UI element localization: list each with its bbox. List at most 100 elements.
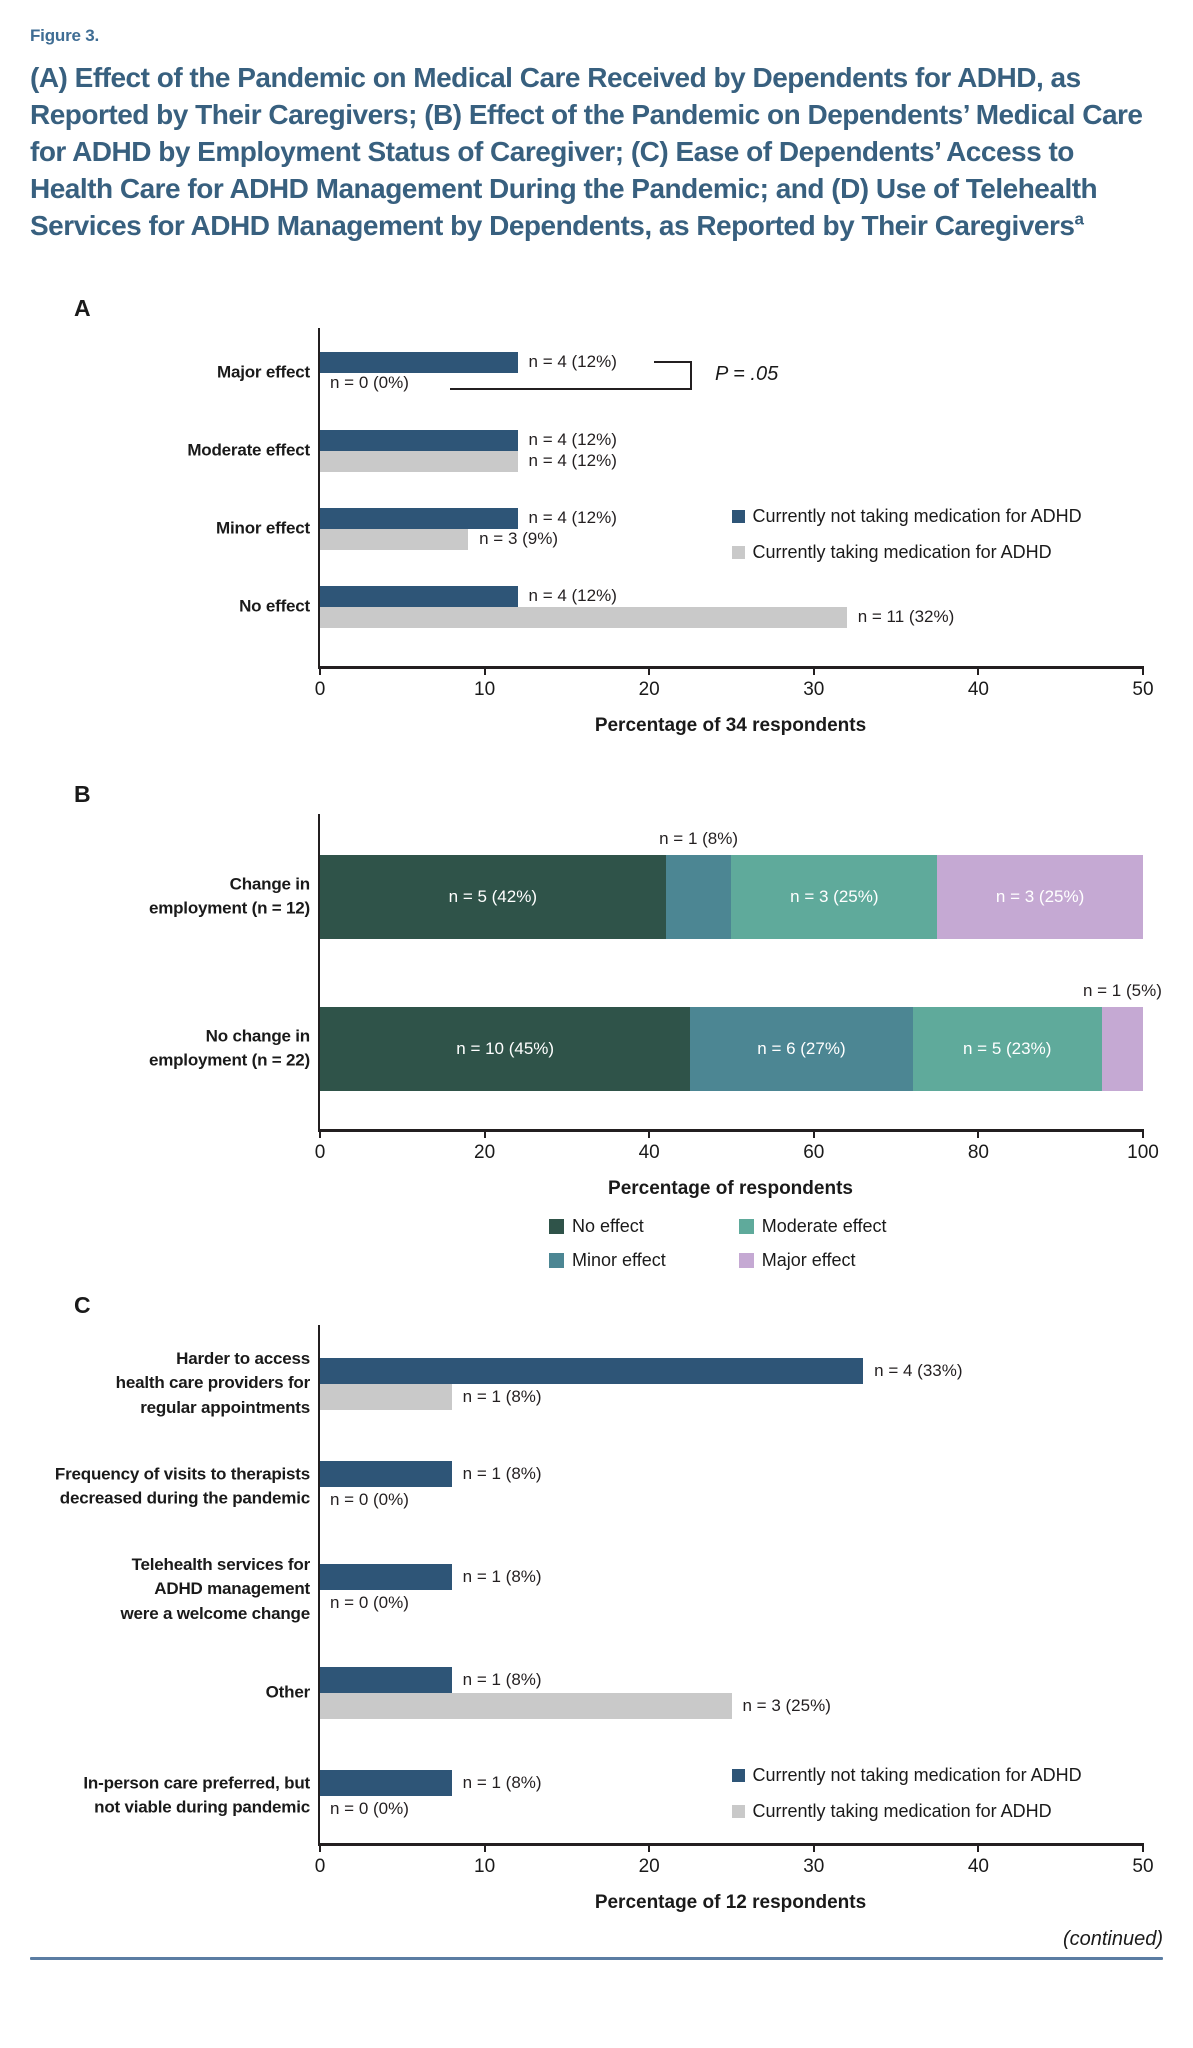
bar [320, 1383, 452, 1410]
bar-line: n = 0 (0%) [320, 1487, 1143, 1513]
bar-label: n = 0 (0%) [330, 1489, 409, 1509]
bar [320, 1666, 452, 1693]
bar [320, 606, 847, 628]
bar-group: No effect n = 4 (12%) n = 11 (32%) [239, 585, 1143, 628]
bar-label: n = 1 (8%) [462, 1772, 542, 1792]
x-tick [483, 665, 486, 675]
bar-line: n = 11 (32%) [320, 606, 1143, 628]
legend-label: Moderate effect [761, 1215, 887, 1236]
bar [320, 1769, 452, 1796]
minor_effect-swatch [549, 1252, 564, 1268]
category-label: Other [18, 1680, 311, 1705]
figure-title: (A) Effect of the Pandemic on Medical Ca… [30, 60, 1163, 245]
major_effect-swatch [738, 1252, 754, 1268]
bar-label: n = 3 (9%) [479, 529, 559, 549]
x-tick-label: 20 [474, 1141, 496, 1163]
stacked-segment: n = 6 (27%) [690, 1006, 913, 1091]
significance-bracket [689, 360, 692, 390]
bar-label: n = 11 (32%) [857, 607, 955, 627]
bottom-rule [30, 1956, 1163, 1960]
x-tick-label: 0 [314, 678, 326, 700]
bar-label: n = 0 (0%) [330, 1592, 409, 1612]
legend-item: Moderate effect [738, 1215, 887, 1237]
bar-label: n = 4 (12%) [528, 430, 617, 450]
bar [320, 528, 469, 550]
category-label-line: Minor effect [216, 518, 310, 538]
legend-item: Major effect [738, 1250, 855, 1271]
category-label-line: health care providers for [115, 1373, 311, 1393]
category-label-line: No change in [205, 1026, 311, 1046]
x-axis-label: Percentage of 34 respondents [594, 714, 867, 736]
x-tick [812, 665, 815, 675]
bar-label: n = 0 (0%) [330, 373, 409, 393]
legend-item: Currently taking medication for ADHD [731, 1801, 1082, 1822]
category-label: Minor effect [18, 516, 310, 541]
category-label-line: Frequency of visits to therapists [54, 1464, 310, 1484]
panel-b-chart: B Change in employment (n = 12) n = 5 (42%)… [30, 781, 1163, 1280]
x-tick-label: 100 [1127, 1141, 1159, 1163]
x-tick [812, 1842, 815, 1852]
bar-label: n = 3 (25%) [742, 1695, 831, 1715]
category-label: Change in employment (n = 12) [18, 872, 310, 921]
x-tick-label: 50 [1132, 1855, 1154, 1877]
legend-label: Minor effect [572, 1249, 666, 1270]
bar-group: Other n = 1 (8%) n = 3 (25%) [266, 1666, 1143, 1719]
legend-item: No effect [549, 1216, 644, 1237]
x-tick [977, 665, 980, 675]
category-label: Major effect [18, 360, 310, 385]
x-tick [812, 1128, 815, 1138]
x-tick [319, 1842, 321, 1852]
x-tick-label: 20 [638, 678, 660, 700]
x-tick-label: 30 [803, 678, 825, 700]
bar-line: n = 1 (8%) [320, 1769, 1143, 1796]
bar-line: n = 4 (12%) [320, 450, 1143, 472]
bar-label: n = 0 (0%) [330, 1798, 409, 1818]
stacked-segment: n = 3 (25%) [937, 854, 1143, 939]
moderate_effect-swatch [738, 1218, 754, 1234]
bar [320, 1460, 452, 1487]
bar-group: Frequency of visits to therapists decreas… [55, 1460, 1143, 1513]
bar-label: n = 1 (8%) [462, 1463, 542, 1483]
category-label-line: Harder to access [176, 1348, 310, 1368]
segment-label-above: n = 1 (8%) [659, 828, 739, 848]
x-tick-label: 10 [474, 678, 496, 700]
segment-label-above: n = 1 (5%) [1082, 980, 1162, 1000]
bar-line: n = 4 (12%) [320, 351, 1143, 373]
category-label-line: decreased during the pandemic [59, 1488, 310, 1508]
x-tick [977, 1128, 980, 1138]
category-label: No effect [18, 594, 310, 619]
x-tick [977, 1842, 980, 1852]
bar-line: n = 0 (0%) [320, 373, 1143, 394]
bar [320, 1563, 452, 1590]
x-tick [648, 1128, 651, 1138]
bar-line: n = 4 (12%) [320, 585, 1143, 607]
legend-label: Currently not taking medication for ADHD [752, 1764, 1082, 1785]
legend-label: Currently taking medication for ADHD [752, 541, 1052, 562]
legend-label: No effect [572, 1215, 644, 1236]
panel-label: B [74, 780, 91, 807]
segment-label: n = 10 (45%) [456, 1038, 555, 1058]
category-label-line: not viable during pandemic [94, 1797, 310, 1817]
category-label-line: ADHD management [154, 1579, 310, 1599]
plot-area: Major effect n = 4 (12%) n = 0 (0%) Moderat… [187, 327, 1154, 700]
bar-label: n = 4 (12%) [528, 508, 617, 528]
category-label: No change in employment (n = 22) [18, 1024, 310, 1073]
category-label-line: Telehealth services for [131, 1554, 311, 1574]
category-label-line: Moderate effect [187, 440, 310, 460]
bar [320, 1692, 732, 1719]
bar-line: n = 4 (12%) [320, 507, 1143, 529]
x-tick [1142, 1842, 1144, 1852]
x-tick [483, 1842, 486, 1852]
figure-title-text: (A) Effect of the Pandemic on Medical Ca… [30, 62, 1143, 241]
bar-group: Harder to access health care providers fo… [116, 1349, 1143, 1417]
category-label-line: Other [265, 1682, 311, 1702]
segment-label: n = 3 (25%) [790, 886, 879, 906]
bar [320, 585, 518, 607]
no_effect-swatch [549, 1218, 564, 1234]
segment-label: n = 3 (25%) [995, 886, 1085, 906]
segment-label: n = 5 (23%) [963, 1038, 1052, 1058]
figure-title-footnote-marker: a [1074, 209, 1084, 229]
x-tick-label: 40 [638, 1141, 660, 1163]
x-tick-label: 80 [967, 1141, 989, 1163]
bar-label: n = 4 (12%) [528, 586, 617, 606]
